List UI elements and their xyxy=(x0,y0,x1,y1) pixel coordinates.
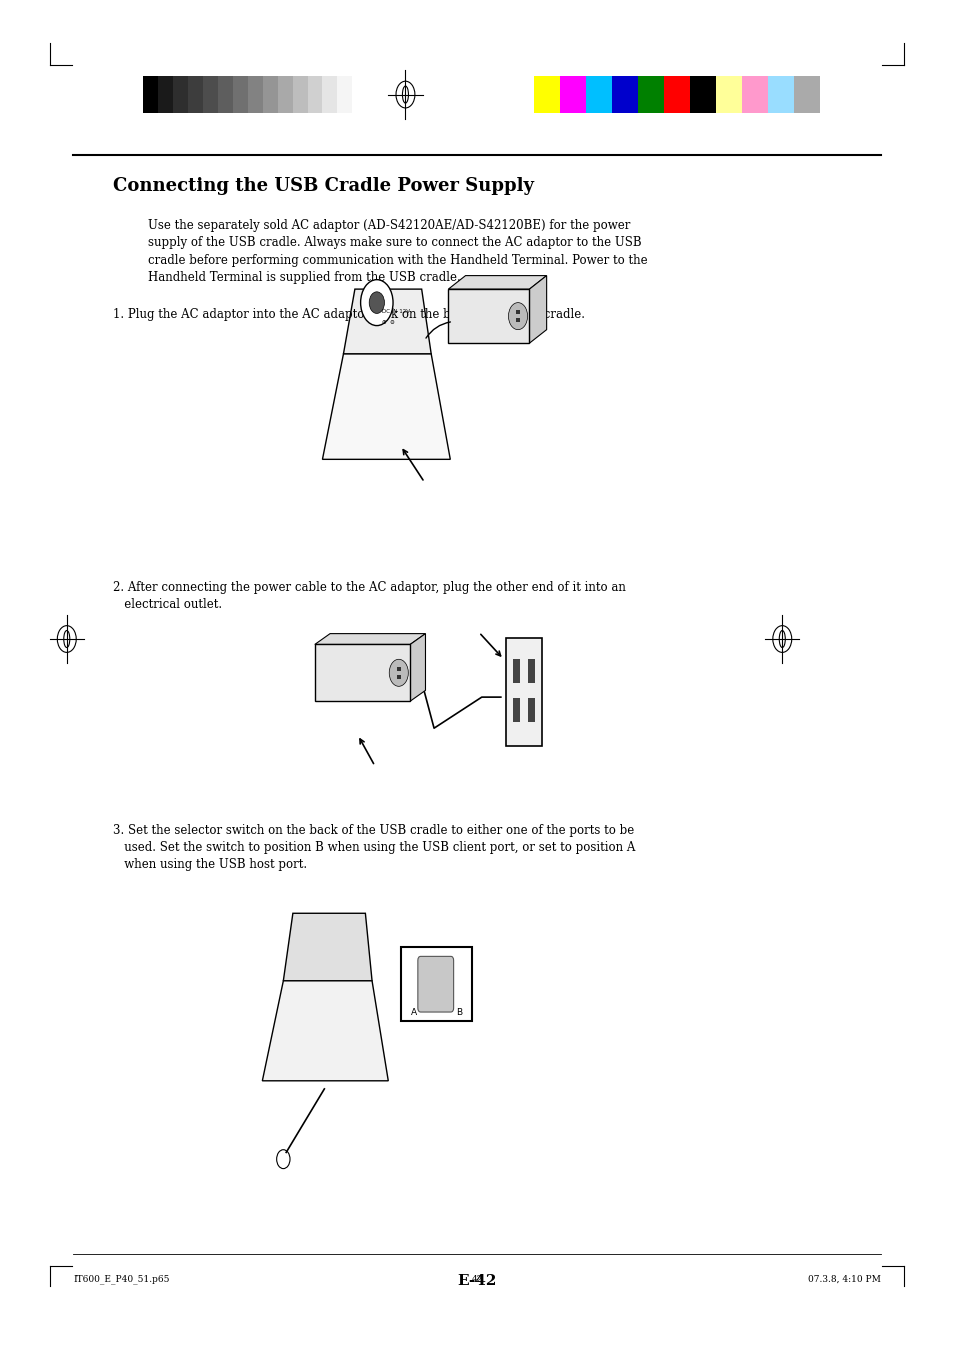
Bar xyxy=(143,76,158,113)
Bar xyxy=(396,676,400,680)
Text: 3. Set the selector switch on the back of the USB cradle to either one of the po: 3. Set the selector switch on the back o… xyxy=(112,824,635,871)
Text: E-42: E-42 xyxy=(456,1274,497,1288)
Bar xyxy=(314,644,410,701)
Bar xyxy=(400,947,472,1021)
Bar xyxy=(352,76,367,113)
Bar xyxy=(513,659,519,684)
Bar xyxy=(396,666,400,670)
Bar xyxy=(262,76,277,113)
Text: Connecting the USB Cradle Power Supply: Connecting the USB Cradle Power Supply xyxy=(112,177,533,195)
Polygon shape xyxy=(343,289,431,354)
Polygon shape xyxy=(283,913,372,981)
Text: 42: 42 xyxy=(471,1275,482,1283)
Text: 2. After connecting the power cable to the AC adaptor, plug the other end of it : 2. After connecting the power cable to t… xyxy=(112,581,625,611)
Bar xyxy=(277,76,293,113)
Text: ⊕  ⊖: ⊕ ⊖ xyxy=(381,320,394,326)
Bar xyxy=(767,76,794,113)
Bar xyxy=(638,76,663,113)
Bar xyxy=(716,76,741,113)
Bar xyxy=(794,76,820,113)
Text: 1. Plug the AC adaptor into the AC adaptor jack on the back of the USB cradle.: 1. Plug the AC adaptor into the AC adapt… xyxy=(112,308,584,322)
Polygon shape xyxy=(410,634,425,701)
Bar xyxy=(307,76,322,113)
Bar xyxy=(172,76,188,113)
Polygon shape xyxy=(322,354,450,459)
Bar xyxy=(586,76,612,113)
Bar xyxy=(217,76,233,113)
Text: B: B xyxy=(456,1008,462,1017)
Circle shape xyxy=(389,659,408,686)
Bar xyxy=(534,76,559,113)
FancyBboxPatch shape xyxy=(417,957,454,1012)
Bar xyxy=(513,697,519,721)
Bar xyxy=(663,76,690,113)
Polygon shape xyxy=(448,276,546,289)
Bar xyxy=(448,289,529,343)
Bar xyxy=(741,76,767,113)
Circle shape xyxy=(360,280,393,326)
Text: DC IN 12V: DC IN 12V xyxy=(381,309,409,315)
Bar xyxy=(559,76,586,113)
Polygon shape xyxy=(314,634,425,644)
Bar xyxy=(612,76,638,113)
Bar xyxy=(337,76,352,113)
Bar xyxy=(528,697,535,721)
Polygon shape xyxy=(529,276,546,343)
Bar xyxy=(233,76,248,113)
Text: A: A xyxy=(410,1008,416,1017)
Bar xyxy=(248,76,262,113)
Circle shape xyxy=(508,303,527,330)
Circle shape xyxy=(369,292,384,313)
Text: 07.3.8, 4:10 PM: 07.3.8, 4:10 PM xyxy=(807,1275,880,1283)
Bar xyxy=(690,76,716,113)
Text: Use the separately sold AC adaptor (AD-S42120AE/AD-S42120BE) for the power
suppl: Use the separately sold AC adaptor (AD-S… xyxy=(148,219,647,284)
Bar xyxy=(528,659,535,684)
Bar xyxy=(322,76,337,113)
Text: IT600_E_P40_51.p65: IT600_E_P40_51.p65 xyxy=(73,1274,170,1285)
Bar xyxy=(293,76,307,113)
Bar xyxy=(505,638,541,746)
Bar xyxy=(188,76,203,113)
Polygon shape xyxy=(262,981,388,1081)
Bar xyxy=(158,76,172,113)
Bar xyxy=(516,309,519,313)
Bar xyxy=(203,76,217,113)
Bar xyxy=(516,317,519,322)
